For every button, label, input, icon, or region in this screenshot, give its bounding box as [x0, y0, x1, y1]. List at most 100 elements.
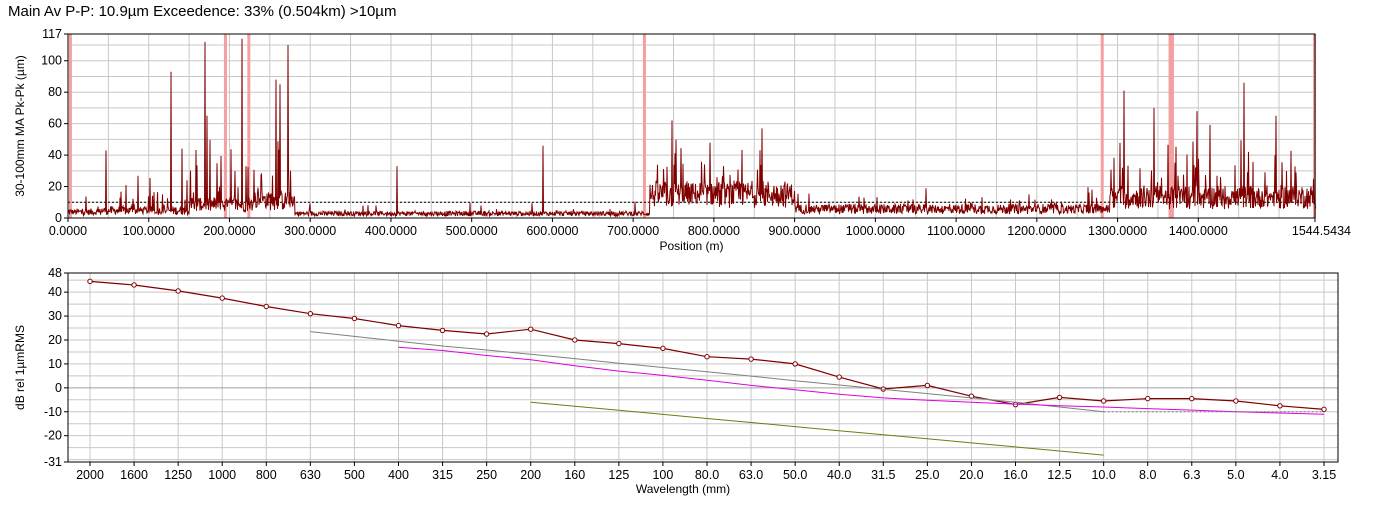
- bottom-x-tick-label: 10.0: [1091, 468, 1115, 482]
- bottom-x-tick-label: 1000: [208, 468, 236, 482]
- top-x-tick-label: 900.0000: [769, 224, 821, 238]
- spectrum-point: [87, 278, 93, 285]
- spectrum-point: [483, 331, 490, 337]
- spectrum-point: [1100, 398, 1107, 404]
- spectrum-point: [439, 327, 446, 334]
- wavelength-chart: -31 -20 -10 0 10 20 30 40 48 2000 1600 1250 1000 800…: [13, 266, 1339, 496]
- top-x-tick-label: 200.0000: [203, 224, 255, 238]
- top-x-tick-label: 1300.0000: [1088, 224, 1147, 238]
- bottom-x-tick-label: 160: [564, 468, 585, 482]
- bottom-x-tick-label: 25.0: [915, 468, 939, 482]
- bottom-x-tick-label: 20.0: [959, 468, 983, 482]
- top-x-tick-label: 1400.0000: [1169, 224, 1228, 238]
- top-y-tick-label: 117: [42, 27, 62, 41]
- spectrum-point: [704, 354, 710, 360]
- top-x-tick-label: 1100.0000: [927, 224, 985, 238]
- top-x-axis: 0.0000 100.0000 200.0000 300.0000 400.0000 50…: [49, 218, 1351, 238]
- bottom-x-tick-label: 8.0: [1139, 468, 1156, 482]
- bottom-y-tick-label: 20: [48, 333, 62, 347]
- bottom-x-tick-label: 1250: [164, 468, 192, 482]
- spectrum-point: [836, 374, 842, 380]
- bottom-x-tick-label: 250: [476, 468, 497, 482]
- top-x-tick-label: 1200.0000: [1007, 224, 1066, 238]
- bottom-x-tick-label: 16.0: [1003, 468, 1027, 482]
- bottom-x-tick-label: 100: [652, 468, 673, 482]
- spectrum-point: [351, 315, 358, 322]
- spectrum-point: [1189, 395, 1195, 402]
- bottom-x-tick-label: 630: [300, 468, 321, 482]
- top-x-tick-label: 1544.5434: [1292, 224, 1351, 238]
- spectrum-point: [1233, 398, 1239, 404]
- bottom-x-tick-label: 500: [344, 468, 365, 482]
- bottom-y-axis-title: dB rel 1µmRMS: [13, 325, 27, 410]
- top-plot-frame: [67, 33, 1316, 219]
- bottom-x-axis: 2000 1600 1250 1000 800 630 500 400 315 250 200 160…: [76, 462, 1336, 482]
- magenta-limit-series: [398, 346, 1325, 415]
- spectrum-point: [307, 310, 314, 317]
- bottom-y-tick-label: 30: [48, 309, 62, 323]
- spectrum-point: [1321, 406, 1327, 413]
- bottom-x-tick-label: 31.5: [871, 468, 895, 482]
- bottom-grid: [68, 273, 1338, 462]
- spectrum-point: [748, 356, 754, 362]
- bottom-y-tick-label: 40: [48, 285, 62, 299]
- top-x-tick-label: 0.0000: [49, 224, 87, 238]
- top-x-axis-title: Position (m): [659, 239, 723, 253]
- top-y-axis-title: 30-100mm MA Pk-Pk (µm): [13, 55, 27, 197]
- bottom-y-tick-label: -10: [44, 405, 62, 419]
- top-x-tick-label: 1000.0000: [846, 224, 905, 238]
- spectrum-point: [1145, 395, 1151, 402]
- top-y-tick-label: 100: [41, 54, 62, 68]
- top-x-tick-label: 300.0000: [284, 224, 336, 238]
- spectrum-point: [572, 337, 578, 343]
- spectrum-point: [924, 382, 931, 389]
- spectrum-point: [131, 282, 137, 288]
- bottom-x-tick-label: 40.0: [827, 468, 851, 482]
- bottom-x-tick-label: 6.3: [1183, 468, 1200, 482]
- bottom-x-tick-label: 1600: [120, 468, 148, 482]
- bottom-x-tick-label: 63.0: [739, 468, 763, 482]
- page-title: Main Av P-P: 10.9µm Exceedence: 33% (0.5…: [8, 3, 397, 20]
- top-x-tick-label: 800.0000: [688, 224, 740, 238]
- top-x-tick-label: 400.0000: [365, 224, 417, 238]
- top-x-tick-label: 100.0000: [123, 224, 175, 238]
- bottom-y-tick-label: -20: [44, 429, 62, 443]
- spectrum-point: [616, 340, 622, 347]
- top-x-tick-label: 500.0000: [446, 224, 498, 238]
- top-x-tick-label: 600.0000: [526, 224, 578, 238]
- spectrum-point: [792, 361, 798, 367]
- spectrum-point: [1277, 403, 1283, 409]
- bottom-y-tick-label: 48: [48, 266, 62, 280]
- bottom-x-tick-label: 3.15: [1312, 468, 1336, 482]
- spectrum-point: [395, 322, 402, 329]
- spectrum-point: [660, 345, 666, 352]
- bottom-x-axis-title: Wavelength (mm): [636, 482, 730, 496]
- bottom-x-tick-label: 200: [520, 468, 541, 482]
- olive-limit-series: [530, 401, 1104, 456]
- top-y-tick-label: 20: [48, 180, 62, 194]
- bottom-x-tick-label: 125: [608, 468, 629, 482]
- spectrum-point: [1056, 394, 1063, 401]
- top-y-tick-label: 80: [48, 85, 62, 99]
- bottom-y-axis: -31 -20 -10 0 10 20 30 40 48: [44, 266, 68, 469]
- bottom-x-tick-label: 400: [388, 468, 409, 482]
- top-x-tick-label: 700.0000: [607, 224, 659, 238]
- bottom-x-tick-label: 80.0: [695, 468, 719, 482]
- gray-limit-series: [310, 331, 1104, 413]
- bottom-x-tick-label: 4.0: [1271, 468, 1288, 482]
- spectrum-point: [219, 295, 225, 301]
- bottom-plot-frame: [67, 272, 1339, 463]
- bottom-x-tick-label: 50.0: [783, 468, 807, 482]
- top-y-tick-label: 0: [55, 211, 62, 225]
- bottom-series: [87, 278, 1327, 456]
- top-trace: [67, 38, 1316, 219]
- position-chart: 0 20 40 60 80 100 117 0.0000 100.0000 200.0000 30…: [13, 27, 1351, 253]
- bottom-y-tick-label: 0: [55, 381, 62, 395]
- bottom-x-tick-label: 12.5: [1047, 468, 1071, 482]
- bottom-x-tick-label: 5.0: [1227, 468, 1244, 482]
- spectrum-point: [528, 326, 534, 332]
- bottom-x-tick-label: 315: [432, 468, 453, 482]
- bottom-x-tick-label: 800: [256, 468, 277, 482]
- bottom-y-tick-label: 10: [48, 357, 62, 371]
- top-y-axis: 0 20 40 60 80 100 117: [41, 27, 68, 225]
